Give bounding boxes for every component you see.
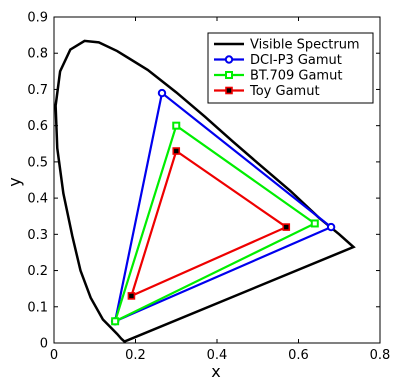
- y-tick-label: 0.3: [27, 228, 48, 243]
- x-tick-label: 0.4: [207, 348, 228, 363]
- y-tick-label: 0.9: [27, 11, 48, 26]
- x-tick-label: 0.8: [370, 348, 391, 363]
- data-point-bt-709-gamut: [310, 219, 319, 228]
- legend-marker-dci-p3-gamut: [224, 55, 234, 64]
- data-point-bt-709-gamut: [172, 121, 181, 130]
- data-point-bt-709-gamut: [111, 317, 120, 326]
- y-axis-label: y: [5, 177, 24, 186]
- series-toy-gamut: [127, 147, 291, 300]
- legend-label-visible-spectrum: Visible Spectrum: [250, 38, 360, 53]
- series-bt-709-gamut: [111, 121, 319, 326]
- legend-label-toy-gamut: Toy Gamut: [249, 84, 320, 99]
- y-tick-label: 0.6: [27, 119, 48, 134]
- data-point-toy-gamut: [127, 292, 136, 300]
- y-tick-label: 0.4: [27, 192, 48, 207]
- data-point-dci-p3-gamut: [326, 222, 336, 232]
- data-point-dci-p3-gamut: [157, 88, 167, 98]
- legend-label-dci-p3-gamut: DCI-P3 Gamut: [250, 53, 342, 68]
- x-tick-label: 0: [50, 348, 58, 363]
- x-tick-label: 0.2: [125, 348, 146, 363]
- series-layer: [54, 39, 356, 343]
- x-axis-label: x: [211, 362, 220, 378]
- series-line-bt-709-gamut: [113, 123, 317, 324]
- y-tick-label: 0.8: [27, 47, 48, 62]
- series-line-toy-gamut: [129, 149, 289, 298]
- legend-marker-bt-709-gamut: [225, 71, 233, 79]
- y-tick-label: 0.1: [27, 300, 48, 315]
- legend-marker-toy-gamut: [225, 86, 233, 95]
- series-line-visible-spectrum: [54, 39, 356, 343]
- axes: 0 0.2 0.4 0.6 0.8 0 0.1 0.2 0.3 0.4 0.5 0.6 0.7 0.8 0.…: [27, 11, 390, 364]
- y-tick-label: 0: [40, 337, 48, 352]
- series-line-dci-p3-gamut: [113, 91, 334, 324]
- x-tick-label: 0.6: [288, 348, 309, 363]
- data-point-toy-gamut: [282, 223, 291, 231]
- y-tick-label: 0.7: [27, 83, 48, 98]
- series-visible-spectrum: [54, 39, 356, 343]
- legend-label-bt-709-gamut: BT.709 Gamut: [250, 69, 342, 84]
- y-tick-label: 0.2: [27, 264, 48, 279]
- data-point-toy-gamut: [172, 147, 181, 155]
- y-tick-label: 0.5: [27, 155, 48, 170]
